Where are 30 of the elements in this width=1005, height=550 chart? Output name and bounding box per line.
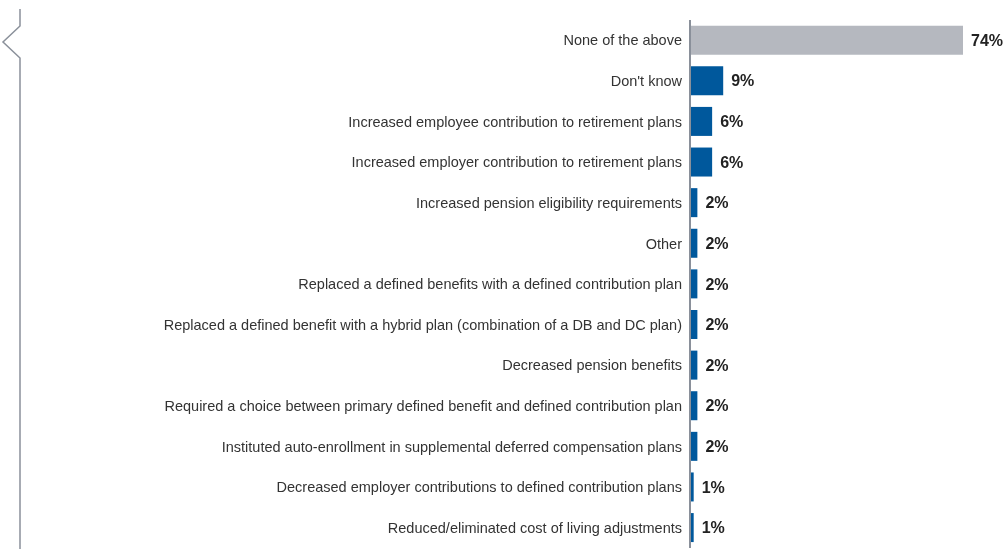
data-label: 2% [705, 275, 729, 293]
y-tick-label: Increased employer contribution to retirement plans [351, 154, 682, 171]
data-label: 1% [701, 478, 725, 496]
y-tick-label: Other [645, 235, 683, 252]
data-label: 74% [971, 31, 1004, 49]
y-tick-label: Instituted auto-enrollment in supplemental deferred compensation plans [221, 438, 682, 455]
data-label: 1% [701, 519, 725, 537]
bar [690, 147, 713, 177]
data-label: 9% [731, 72, 755, 90]
data-label: 2% [705, 316, 729, 334]
y-tick-label: Increased employee contribution to retirement plans [348, 113, 682, 130]
data-label: 2% [705, 438, 729, 456]
data-label: 6% [720, 153, 744, 171]
y-tick-label: Replaced a defined benefit with a hybrid plan (combination of a DB and DC plan) [163, 316, 682, 333]
y-tick-label: Replaced a defined benefits with a defined contribution plan [298, 276, 682, 293]
y-tick-label: Reduced/eliminated cost of living adjustments [387, 519, 682, 536]
data-label: 6% [720, 113, 744, 131]
y-tick-label: None of the above [563, 32, 682, 49]
y-tick-label: Increased pension eligibility requirements [416, 194, 682, 211]
data-label: 2% [705, 234, 729, 252]
y-tick-label: Decreased employer contributions to defined contribution plans [276, 479, 682, 496]
bar [690, 106, 713, 136]
data-label: 2% [705, 356, 729, 374]
bar [690, 25, 963, 55]
data-label: 2% [705, 194, 729, 212]
bar [690, 66, 724, 96]
data-label: 2% [705, 397, 729, 415]
y-tick-label: Don't know [610, 73, 683, 90]
y-tick-label: Required a choice between primary defined benefit and defined contribution plan [164, 397, 682, 414]
y-tick-label: Decreased pension benefits [502, 357, 682, 374]
